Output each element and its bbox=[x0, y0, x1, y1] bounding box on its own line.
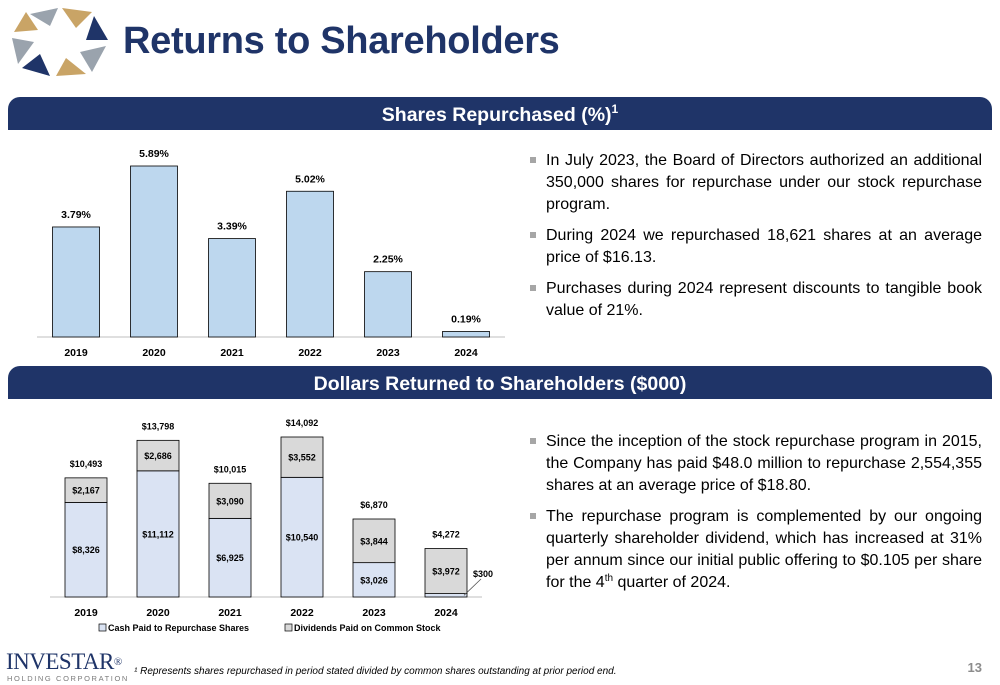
bar-dividend-2019 bbox=[64, 477, 108, 503]
leader-line bbox=[463, 578, 482, 596]
data-label: 3.79% bbox=[61, 209, 91, 221]
dividend-data-label: $3,844 bbox=[360, 536, 388, 546]
dollars-returned-banner: Dollars Returned to Shareholders ($000) bbox=[8, 366, 992, 399]
bar-2019 bbox=[52, 226, 100, 338]
x-tick-label: 2019 bbox=[74, 607, 98, 619]
bar-cash-2019 bbox=[64, 502, 108, 598]
bullet-item: In July 2023, the Board of Directors aut… bbox=[530, 150, 982, 216]
ordinal-suffix: th bbox=[604, 573, 614, 584]
cash-data-label: $8,326 bbox=[72, 545, 100, 555]
legend-label: Dividends Paid on Common Stock bbox=[294, 623, 442, 633]
data-label: 5.89% bbox=[139, 148, 169, 160]
cash-data-label: $300 bbox=[473, 569, 493, 579]
cash-data-label: $11,112 bbox=[142, 529, 174, 539]
total-label: $10,493 bbox=[70, 459, 103, 469]
x-tick-label: 2021 bbox=[220, 347, 244, 359]
shares-repurchased-banner: Shares Repurchased (%)1 bbox=[8, 97, 992, 130]
legend-swatch-dividends bbox=[284, 623, 293, 632]
bullet-item: During 2024 we repurchased 18,621 shares… bbox=[530, 225, 982, 269]
bar-dividend-2022 bbox=[280, 436, 324, 478]
cash-data-label: $3,026 bbox=[360, 575, 388, 585]
legend-label: Cash Paid to Repurchase Shares bbox=[108, 623, 249, 633]
bar-dividend-2021 bbox=[208, 482, 252, 519]
total-label: $14,092 bbox=[286, 418, 319, 428]
bar-dividend-2024 bbox=[424, 548, 468, 594]
page-number: 13 bbox=[967, 660, 982, 675]
x-tick-label: 2024 bbox=[454, 347, 478, 359]
dividend-data-label: $3,972 bbox=[432, 567, 460, 577]
x-tick-label: 2022 bbox=[290, 607, 314, 619]
x-tick-label: 2024 bbox=[434, 607, 458, 619]
bullet-item: The repurchase program is complemented b… bbox=[530, 506, 982, 594]
investar-logo: INVESTAR® HOLDING CORPORATION bbox=[6, 649, 129, 684]
bar-dividend-2020 bbox=[136, 439, 180, 472]
total-label: $6,870 bbox=[360, 500, 388, 510]
bullet-item: Purchases during 2024 represent discount… bbox=[530, 278, 982, 322]
x-tick-label: 2019 bbox=[64, 347, 88, 359]
total-label: $10,015 bbox=[214, 464, 247, 474]
shares-repurchased-chart: 3.79% 2019 5.89% 2020 3.39% 2021 5.02% 2022 2.25… bbox=[37, 148, 505, 359]
data-label: 3.39% bbox=[217, 221, 247, 233]
page-title: Returns to Shareholders bbox=[123, 20, 560, 62]
dividend-data-label: $3,552 bbox=[288, 453, 316, 463]
bar-2023 bbox=[364, 271, 412, 338]
legend-swatch-cash bbox=[98, 623, 107, 632]
x-tick-label: 2023 bbox=[376, 347, 400, 359]
bar-2024 bbox=[442, 331, 490, 338]
data-label: 5.02% bbox=[295, 173, 325, 185]
bullet-item: Since the inception of the stock repurch… bbox=[530, 431, 982, 497]
x-tick-label: 2020 bbox=[146, 607, 170, 619]
footnote: ¹ Represents shares repurchased in perio… bbox=[134, 666, 617, 677]
bar-cash-2020 bbox=[136, 470, 180, 598]
data-label: 0.19% bbox=[451, 313, 481, 325]
footnote-marker: 1 bbox=[611, 102, 619, 116]
bullet-text-end: quarter of 2024. bbox=[613, 574, 731, 591]
dividend-data-label: $3,090 bbox=[216, 496, 244, 506]
x-tick-label: 2021 bbox=[218, 607, 242, 619]
banner-title: Shares Repurchased (%) bbox=[381, 104, 612, 126]
x-tick-label: 2023 bbox=[362, 607, 386, 619]
bar-cash-2021 bbox=[208, 517, 252, 598]
cash-data-label: $6,925 bbox=[216, 553, 244, 563]
x-tick-label: 2022 bbox=[298, 347, 322, 359]
total-label: $13,798 bbox=[142, 421, 175, 431]
bar-cash-2023 bbox=[352, 562, 396, 598]
dividend-data-label: $2,686 bbox=[144, 451, 172, 461]
x-tick-label: 2020 bbox=[142, 347, 166, 359]
bar-2021 bbox=[208, 238, 256, 338]
bar-dividend-2023 bbox=[352, 518, 396, 564]
bar-cash-2022 bbox=[280, 476, 324, 598]
banner-title: Dollars Returned to Shareholders ($000) bbox=[313, 373, 687, 395]
dividend-bullets: Since the inception of the stock repurch… bbox=[530, 431, 982, 603]
brand-subtitle: HOLDING CORPORATION bbox=[7, 674, 129, 683]
bullet-text: The repurchase program is complemented b… bbox=[546, 508, 982, 591]
bar-2022 bbox=[286, 190, 334, 338]
bar-cash-2024 bbox=[424, 593, 468, 598]
cash-data-label: $10,540 bbox=[286, 533, 319, 543]
star-emblem-icon bbox=[12, 8, 108, 76]
dividend-data-label: $2,167 bbox=[72, 486, 100, 496]
total-label: $4,272 bbox=[432, 529, 460, 539]
repurchase-bullets: In July 2023, the Board of Directors aut… bbox=[530, 150, 982, 331]
brand-name: INVESTAR® bbox=[6, 649, 122, 674]
dollars-returned-chart: $8,326 $2,167 $10,493 2019 $11,112 $2,686 $13,… bbox=[50, 418, 493, 633]
data-label: 2.25% bbox=[373, 254, 403, 266]
bar-2020 bbox=[130, 165, 178, 338]
